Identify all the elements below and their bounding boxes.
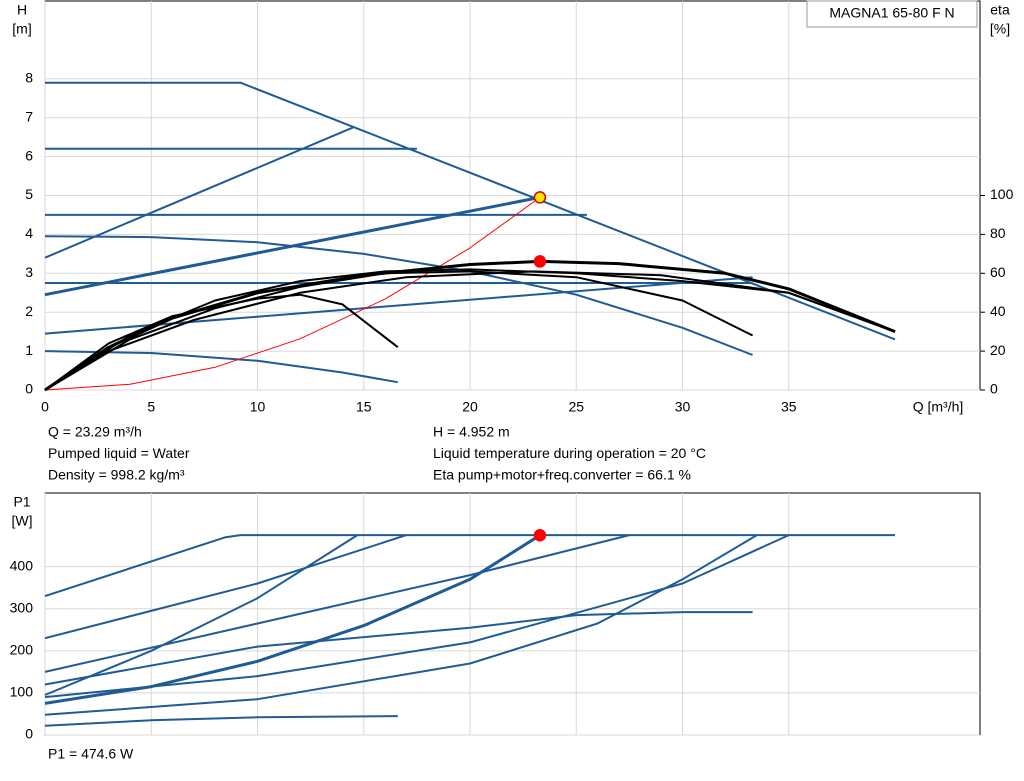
x-axis-label: Q [m³/h] [913, 399, 964, 415]
y-axis-label: H [17, 2, 27, 18]
curve [44, 611, 753, 686]
info-text: Liquid temperature during operation = 20… [433, 445, 706, 461]
operating-point [533, 191, 547, 204]
y-tick-label: 0 [25, 726, 33, 742]
x-tick-label: 30 [675, 399, 691, 415]
plot-area [44, 492, 981, 736]
x-tick-label: 5 [147, 399, 155, 415]
product-name: MAGNA1 65-80 F N [829, 5, 954, 21]
y-tick-label: 2 [25, 303, 33, 319]
curve [44, 270, 896, 391]
product-box [806, 0, 978, 28]
y-tick-label: 8 [25, 70, 33, 86]
y-tick-label: 400 [10, 557, 34, 573]
x-tick-label: 35 [781, 399, 797, 415]
curve [44, 350, 398, 384]
info-text: Pumped liquid = Water [48, 445, 190, 461]
y2-tick-label: 80 [990, 225, 1006, 241]
curve [45, 81, 896, 341]
curve [44, 235, 753, 356]
y-axis-unit: [W] [12, 513, 33, 529]
x-tick-label: 0 [41, 399, 49, 415]
curve [44, 534, 758, 716]
y-tick-label: 1 [25, 342, 33, 358]
y2-tick-label: 40 [990, 303, 1006, 319]
y-tick-label: 100 [10, 684, 34, 700]
y-tick-label: 4 [25, 225, 33, 241]
y-axis-unit: [m] [12, 21, 31, 37]
y-tick-label: 6 [25, 147, 33, 163]
operating-point [533, 255, 547, 268]
y-tick-label: 300 [10, 599, 34, 615]
curve [44, 534, 895, 598]
y2-tick-label: 0 [990, 381, 998, 397]
curve [44, 276, 753, 335]
y2-axis-label: eta [990, 2, 1010, 18]
result-text: P1 = 474.6 W [48, 746, 134, 762]
y2-tick-label: 20 [990, 342, 1006, 358]
y2-tick-label: 60 [990, 264, 1006, 280]
curve [44, 259, 896, 392]
info-text: Q = 23.29 m³/h [48, 424, 142, 440]
y-tick-label: 0 [25, 381, 33, 397]
curve [44, 534, 407, 640]
x-tick-label: 25 [568, 399, 584, 415]
curve [44, 534, 630, 673]
operating-point [533, 529, 547, 542]
y-tick-label: 5 [25, 186, 33, 202]
y2-tick-label: 100 [990, 186, 1014, 202]
info-text: Density = 998.2 kg/m³ [48, 467, 185, 483]
curve [44, 534, 541, 705]
info-text: Eta pump+motor+freq.converter = 66.1 % [433, 467, 691, 483]
x-tick-label: 20 [462, 399, 478, 415]
y-tick-label: 7 [25, 108, 33, 124]
y-tick-label: 3 [25, 264, 33, 280]
curve [44, 196, 541, 391]
info-text: H = 4.952 m [433, 424, 510, 440]
x-tick-label: 10 [250, 399, 266, 415]
curve [44, 534, 790, 699]
y-tick-label: 200 [10, 642, 34, 658]
y-axis-label: P1 [13, 494, 30, 510]
curve [44, 715, 398, 727]
x-tick-label: 15 [356, 399, 372, 415]
curve [44, 534, 358, 696]
y2-axis-unit: [%] [990, 21, 1010, 37]
